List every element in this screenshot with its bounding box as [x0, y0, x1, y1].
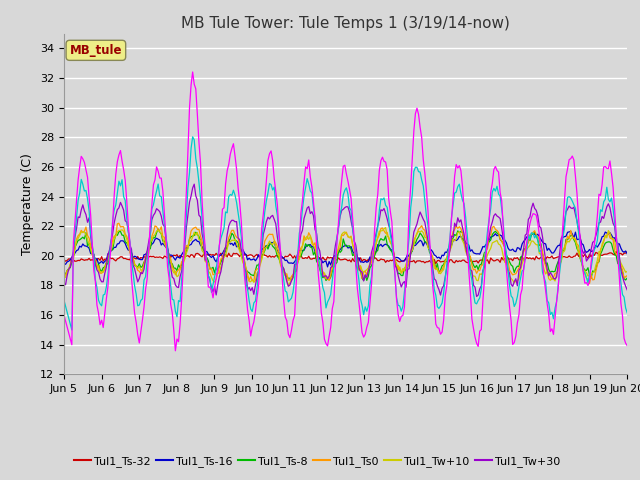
Tul1_Ts-8	[129, 255, 137, 261]
Line: Tul1_Tw+50: Tul1_Tw+50	[64, 137, 627, 330]
Tul1_Tw+50	[623, 310, 631, 316]
Tul1_Ts-16	[256, 255, 264, 261]
Tul1_Ts-8	[154, 226, 162, 232]
Tul1_Tw+10	[382, 225, 390, 230]
Tul1_Tw+10	[256, 262, 264, 268]
Tul1_Ts-16	[228, 240, 236, 246]
Tul1_Ts-32	[129, 255, 137, 261]
Line: Tul1_Ts-32: Tul1_Ts-32	[64, 252, 627, 264]
Tul1_Ts-32	[228, 253, 236, 259]
Tul1_Ts-16	[595, 241, 603, 247]
Tul1_Tw+30	[595, 220, 603, 226]
Tul1_Ts0	[258, 250, 266, 255]
Tul1_Tw+30	[473, 294, 481, 300]
Title: MB Tule Tower: Tule Temps 1 (3/19/14-now): MB Tule Tower: Tule Temps 1 (3/19/14-now…	[181, 16, 510, 31]
Tul1_Tw+30	[308, 209, 316, 215]
Tul1_Ts-16	[129, 255, 137, 261]
Tul1_Ts-32	[256, 253, 264, 259]
Tul1_Tw+100	[250, 319, 258, 325]
Tul1_Tw+10	[623, 269, 631, 275]
Tul1_Tw+50	[131, 283, 138, 288]
Tul1_Ts-32	[593, 250, 601, 256]
Tul1_Ts-8	[248, 272, 256, 278]
Tul1_Tw+50	[60, 298, 68, 303]
Tul1_Tw+10	[595, 249, 603, 254]
Tul1_Tw+30	[248, 285, 256, 290]
Tul1_Ts-32	[612, 249, 620, 254]
Tul1_Tw+50	[310, 205, 317, 211]
Tul1_Tw+50	[259, 223, 267, 228]
Tul1_Tw+50	[250, 300, 258, 306]
Tul1_Tw+30	[230, 217, 237, 223]
Tul1_Tw+50	[189, 134, 196, 140]
Tul1_Ts-8	[595, 259, 603, 264]
Tul1_Tw+30	[190, 181, 198, 187]
Tul1_Tw+30	[623, 287, 631, 293]
Tul1_Tw+100	[595, 192, 603, 197]
Tul1_Ts0	[248, 277, 256, 283]
Tul1_Ts0	[60, 273, 68, 279]
Line: Tul1_Ts-8: Tul1_Ts-8	[64, 229, 627, 280]
Tul1_Ts-32	[432, 261, 440, 266]
Tul1_Tw+50	[68, 327, 76, 333]
Tul1_Tw+100	[231, 153, 239, 159]
Tul1_Ts0	[595, 257, 603, 263]
Line: Tul1_Ts0: Tul1_Ts0	[64, 223, 627, 284]
Tul1_Ts-8	[230, 232, 237, 238]
Tul1_Ts-8	[308, 244, 316, 250]
Tul1_Tw+10	[285, 283, 292, 288]
Tul1_Tw+10	[308, 241, 316, 247]
Tul1_Ts-32	[247, 252, 255, 258]
Tul1_Ts-16	[307, 241, 314, 247]
Tul1_Tw+50	[595, 220, 603, 226]
Line: Tul1_Tw+30: Tul1_Tw+30	[64, 184, 627, 297]
Tul1_Tw+100	[172, 348, 179, 354]
Tul1_Ts0	[308, 237, 316, 243]
Tul1_Ts0	[623, 273, 631, 278]
Tul1_Tw+100	[623, 343, 631, 348]
Tul1_Ts-8	[258, 252, 266, 258]
Tul1_Ts0	[115, 220, 123, 226]
Tul1_Ts-16	[567, 228, 575, 234]
Tul1_Tw+50	[231, 192, 239, 198]
Text: MB_tule: MB_tule	[70, 44, 122, 57]
Tul1_Tw+10	[247, 279, 255, 285]
Tul1_Ts-32	[307, 256, 314, 262]
Line: Tul1_Ts-16: Tul1_Ts-16	[64, 231, 627, 267]
Tul1_Ts-8	[60, 272, 68, 277]
Tul1_Tw+30	[129, 262, 137, 268]
Tul1_Tw+10	[228, 237, 236, 243]
Tul1_Ts-8	[360, 277, 367, 283]
Tul1_Tw+10	[129, 257, 137, 263]
Tul1_Ts-16	[623, 251, 631, 257]
Tul1_Tw+100	[129, 293, 137, 299]
Tul1_Ts-8	[623, 275, 631, 281]
Tul1_Ts-16	[247, 257, 255, 263]
Tul1_Tw+10	[60, 274, 68, 279]
Tul1_Ts0	[131, 261, 138, 266]
Y-axis label: Temperature (C): Temperature (C)	[22, 153, 35, 255]
Tul1_Tw+100	[259, 212, 267, 218]
Tul1_Tw+100	[310, 199, 317, 205]
Tul1_Ts-16	[60, 261, 68, 266]
Tul1_Ts-32	[60, 257, 68, 263]
Tul1_Tw+100	[60, 312, 68, 318]
Tul1_Ts0	[230, 228, 237, 233]
Tul1_Ts-16	[324, 264, 332, 270]
Tul1_Tw+100	[189, 69, 196, 75]
Line: Tul1_Tw+100: Tul1_Tw+100	[64, 72, 627, 351]
Tul1_Tw+30	[258, 248, 266, 254]
Line: Tul1_Tw+10: Tul1_Tw+10	[64, 228, 627, 286]
Tul1_Tw+30	[60, 280, 68, 286]
Tul1_Ts0	[586, 281, 593, 287]
Tul1_Ts-32	[623, 249, 631, 254]
